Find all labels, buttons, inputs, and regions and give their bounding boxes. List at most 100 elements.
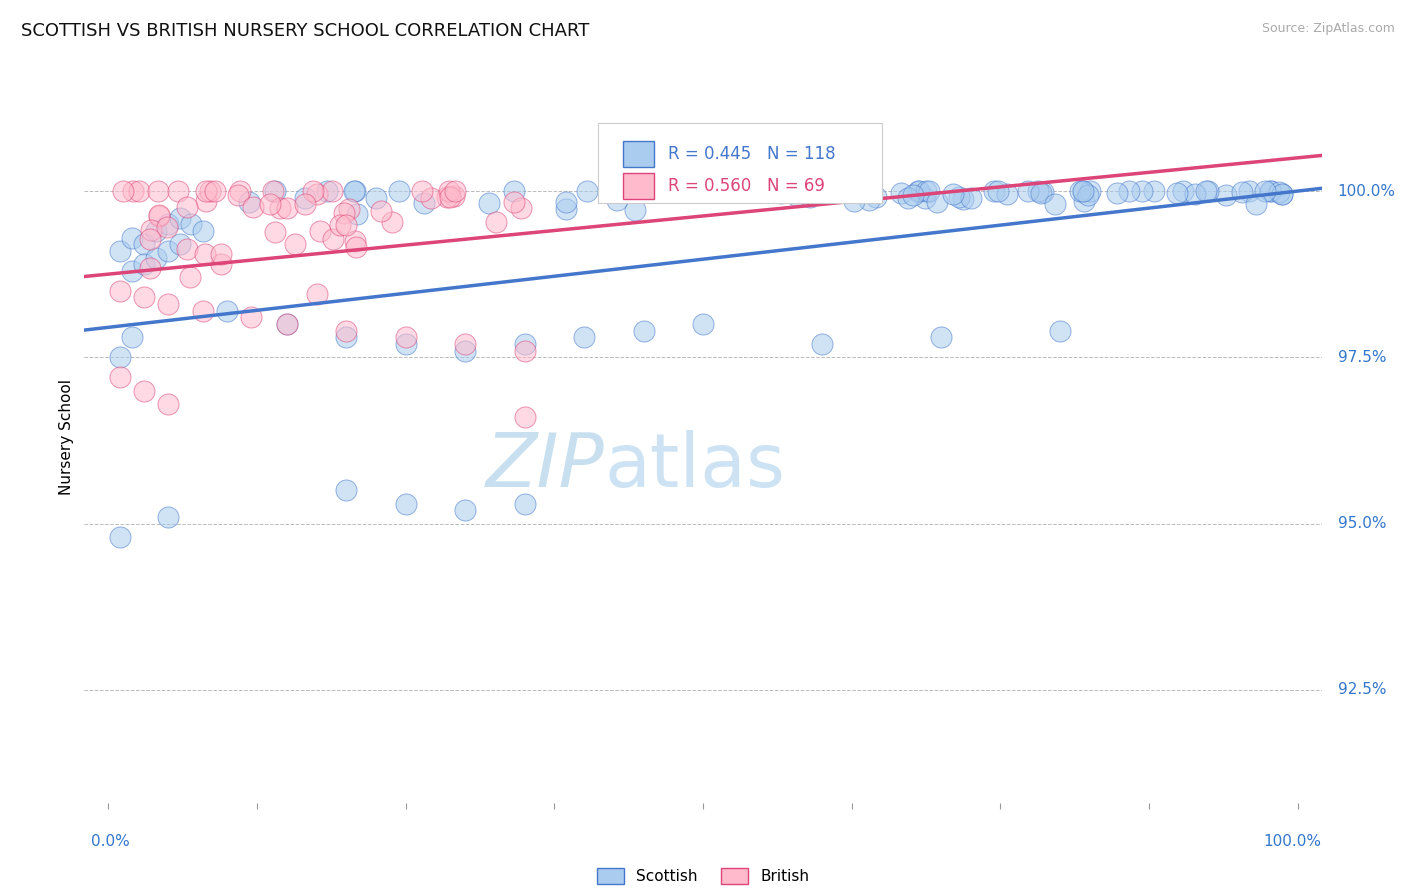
Point <box>1032 185 1054 199</box>
Point <box>1166 186 1188 200</box>
Point <box>1017 184 1039 198</box>
Text: R = 0.560   N = 69: R = 0.560 N = 69 <box>668 178 825 195</box>
Point <box>1077 187 1099 202</box>
Point <box>849 184 872 198</box>
Point <box>329 218 352 232</box>
Point <box>1078 184 1101 198</box>
Point <box>204 184 226 198</box>
Point <box>454 343 477 358</box>
Point <box>413 195 436 210</box>
Point <box>343 184 366 198</box>
Point <box>897 191 920 205</box>
Point <box>1049 324 1071 338</box>
Text: atlas: atlas <box>605 430 785 503</box>
Point <box>1260 184 1282 198</box>
Text: 92.5%: 92.5% <box>1337 682 1386 698</box>
Point <box>193 303 215 318</box>
Point <box>333 206 356 220</box>
Point <box>1171 185 1194 199</box>
Point <box>776 184 799 198</box>
Point <box>108 370 131 384</box>
Point <box>439 190 461 204</box>
Point <box>762 186 785 200</box>
Point <box>624 202 647 217</box>
Point <box>983 184 1005 198</box>
Point <box>169 237 191 252</box>
Point <box>394 497 416 511</box>
Point <box>1026 184 1049 198</box>
Point <box>907 184 929 198</box>
Point <box>555 195 578 210</box>
Point <box>138 232 160 246</box>
Point <box>307 287 329 301</box>
Point <box>108 530 131 544</box>
Legend: Scottish, British: Scottish, British <box>591 862 815 890</box>
Point <box>264 226 287 240</box>
Point <box>370 203 392 218</box>
Point <box>132 257 155 271</box>
Point <box>276 201 298 215</box>
Point <box>411 184 433 198</box>
Point <box>849 184 872 198</box>
Point <box>111 184 134 198</box>
Point <box>769 186 792 200</box>
Point <box>1184 186 1206 201</box>
Point <box>179 269 201 284</box>
Point <box>858 194 880 208</box>
Point <box>239 310 262 325</box>
Point <box>145 224 167 238</box>
Point <box>1239 184 1261 198</box>
Point <box>337 202 360 217</box>
Point <box>554 202 576 217</box>
Point <box>952 192 974 206</box>
Point <box>948 190 970 204</box>
Point <box>485 215 508 229</box>
Point <box>194 247 217 261</box>
Point <box>995 186 1018 201</box>
Text: 97.5%: 97.5% <box>1337 350 1386 365</box>
Point <box>156 297 179 311</box>
Point <box>890 186 912 200</box>
Point <box>744 184 766 198</box>
Point <box>294 197 316 211</box>
Point <box>193 224 215 238</box>
Point <box>1197 184 1219 198</box>
Point <box>322 231 344 245</box>
Point <box>264 184 287 198</box>
Point <box>344 240 367 254</box>
Point <box>194 194 217 208</box>
Text: R = 0.445   N = 118: R = 0.445 N = 118 <box>668 145 837 163</box>
Point <box>394 330 416 344</box>
Point <box>842 194 865 208</box>
Point <box>1043 197 1066 211</box>
Point <box>803 184 825 198</box>
Point <box>276 317 298 331</box>
Point <box>148 208 170 222</box>
Point <box>284 236 307 251</box>
Point <box>156 397 179 411</box>
Point <box>856 184 879 198</box>
Point <box>209 247 232 261</box>
Point <box>1244 197 1267 211</box>
Point <box>346 207 368 221</box>
Point <box>132 290 155 304</box>
Point <box>901 188 924 202</box>
Point <box>454 337 477 351</box>
Point <box>1143 184 1166 198</box>
Text: 0.0%: 0.0% <box>91 834 131 849</box>
Point <box>1270 186 1292 201</box>
Point <box>1071 184 1094 198</box>
Point <box>1107 186 1129 201</box>
Point <box>959 191 981 205</box>
Text: 95.0%: 95.0% <box>1337 516 1386 531</box>
Point <box>156 217 179 231</box>
Point <box>1029 186 1052 200</box>
Point <box>851 184 873 198</box>
Point <box>865 190 887 204</box>
Point <box>343 234 366 248</box>
Point <box>146 184 169 198</box>
Point <box>633 324 655 338</box>
Point <box>132 237 155 252</box>
Point <box>108 351 131 365</box>
Point <box>148 210 170 224</box>
